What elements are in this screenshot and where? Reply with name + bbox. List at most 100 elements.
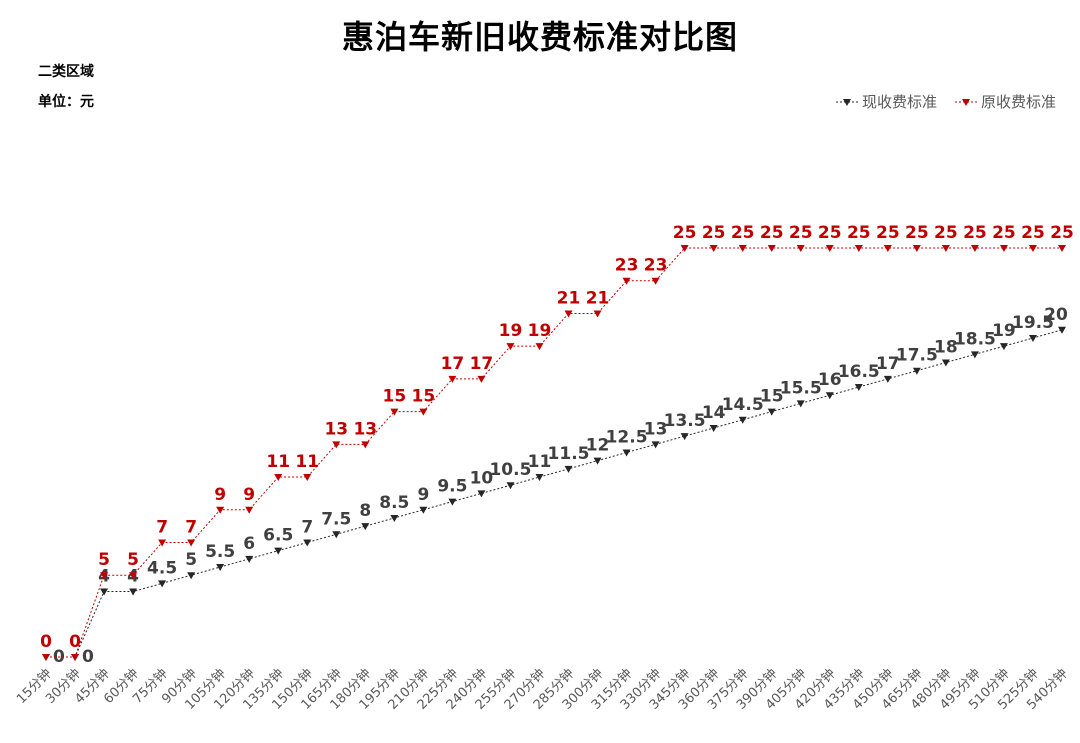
- point-current: [796, 400, 805, 408]
- data-label-current: 20: [1044, 305, 1068, 325]
- point-original: [419, 408, 428, 416]
- data-label-current: 18: [934, 338, 958, 358]
- point-original: [448, 375, 457, 383]
- point-current: [622, 449, 631, 457]
- data-label-original: 19: [528, 321, 552, 341]
- point-current: [738, 416, 747, 424]
- point-current: [651, 441, 660, 449]
- data-label-original: 11: [266, 452, 290, 472]
- data-label-original: 25: [847, 223, 871, 243]
- data-label-original: 17: [441, 354, 465, 374]
- data-label-original: 15: [412, 387, 436, 407]
- data-label-original: 9: [243, 485, 255, 505]
- data-label-original: 23: [615, 256, 639, 276]
- data-label-original: 11: [295, 452, 319, 472]
- data-label-original: 21: [586, 288, 610, 308]
- data-label-original: 25: [789, 223, 813, 243]
- point-current: [361, 523, 370, 531]
- point-original: [390, 408, 399, 416]
- point-current: [767, 408, 776, 416]
- data-label-current: 11: [528, 452, 552, 472]
- data-label-original: 25: [1021, 223, 1045, 243]
- point-original: [767, 245, 776, 252]
- point-original: [332, 441, 341, 449]
- point-original: [158, 539, 167, 547]
- point-current: [506, 482, 515, 490]
- point-original: [1028, 245, 1037, 252]
- data-label-original: 21: [557, 288, 581, 308]
- point-original: [535, 343, 544, 351]
- data-label-original: 7: [185, 517, 197, 537]
- data-label-original: 25: [760, 223, 784, 243]
- point-current: [274, 547, 283, 555]
- point-original: [912, 245, 921, 252]
- point-original: [999, 245, 1008, 252]
- data-label-current: 0: [82, 647, 94, 667]
- data-label-original: 13: [324, 419, 348, 439]
- data-label-current: 14.5: [722, 395, 764, 415]
- point-current: [970, 351, 979, 359]
- data-label-original: 25: [702, 223, 726, 243]
- point-original: [970, 245, 979, 252]
- legend: 现收费标准 原收费标准: [835, 91, 1056, 112]
- point-original: [303, 474, 312, 482]
- point-current: [709, 424, 718, 432]
- point-original: [129, 572, 138, 580]
- data-label-original: 7: [156, 517, 168, 537]
- point-original: [71, 654, 80, 661]
- data-label-original: 0: [40, 632, 52, 652]
- point-current: [883, 375, 892, 383]
- point-current: [999, 343, 1008, 351]
- point-original: [738, 245, 747, 252]
- point-current: [245, 555, 254, 563]
- data-label-original: 25: [934, 223, 958, 243]
- data-label-current: 15: [760, 387, 784, 407]
- point-original: [477, 375, 486, 383]
- data-label-current: 9: [417, 485, 429, 505]
- data-label-original: 9: [214, 485, 226, 505]
- data-label-original: 25: [876, 223, 900, 243]
- legend-item-current: 现收费标准: [835, 91, 937, 112]
- data-label-current: 6: [243, 534, 255, 554]
- point-current: [216, 564, 225, 572]
- point-original: [680, 245, 689, 252]
- data-label-current: 4.5: [147, 558, 177, 578]
- point-original: [709, 245, 718, 252]
- data-label-current: 10: [470, 468, 494, 488]
- point-current: [187, 572, 196, 580]
- point-current: [419, 506, 428, 514]
- data-label-current: 5.5: [205, 542, 235, 562]
- data-label-current: 6.5: [263, 526, 293, 546]
- point-current: [680, 433, 689, 441]
- legend-marker-original: [954, 98, 977, 106]
- data-label-current: 16.5: [838, 362, 880, 382]
- data-label-current: 12: [586, 436, 610, 456]
- point-current: [390, 514, 399, 522]
- data-label-current: 7: [301, 517, 313, 537]
- data-label-original: 25: [818, 223, 842, 243]
- data-label-current: 16: [818, 370, 842, 390]
- data-label-original: 25: [905, 223, 929, 243]
- point-current: [1028, 334, 1037, 342]
- point-current: [564, 465, 573, 473]
- point-current: [535, 474, 544, 482]
- point-original: [216, 506, 225, 514]
- data-label-current: 19.5: [1012, 313, 1054, 333]
- data-label-current: 8: [359, 501, 371, 521]
- data-label-current: 14: [702, 403, 726, 423]
- point-current: [477, 490, 486, 498]
- data-label-original: 25: [673, 223, 697, 243]
- data-label-original: 25: [731, 223, 755, 243]
- data-label-current: 13: [644, 419, 668, 439]
- data-label-current: 11.5: [548, 444, 590, 464]
- point-current: [332, 531, 341, 539]
- point-current: [100, 588, 109, 596]
- point-original: [100, 572, 109, 580]
- legend-marker-current: [835, 98, 858, 106]
- point-current: [303, 539, 312, 547]
- point-current: [593, 457, 602, 465]
- legend-label-current: 现收费标准: [861, 93, 937, 111]
- point-current: [912, 367, 921, 375]
- point-original: [796, 245, 805, 252]
